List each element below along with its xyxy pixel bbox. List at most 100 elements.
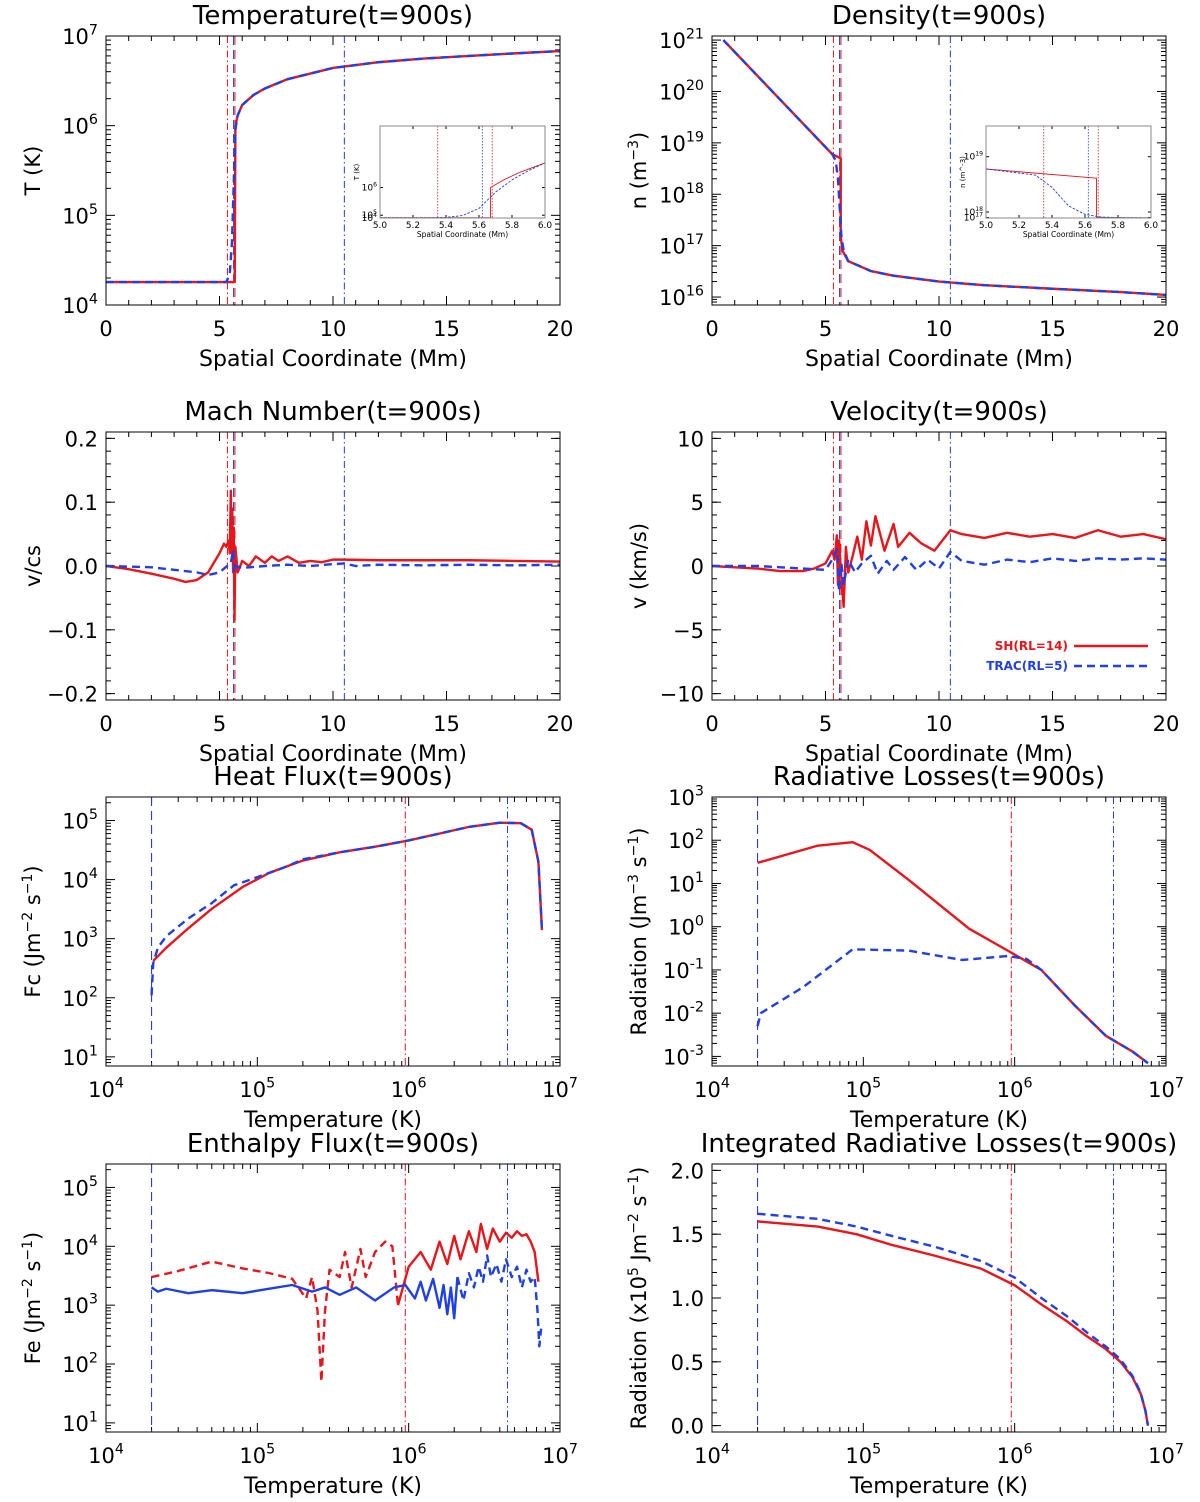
y-tick-label: −5 [673, 619, 704, 643]
plot-frame [379, 125, 546, 219]
x-tick-label: 15 [433, 712, 460, 736]
y-tick-label: 101 [62, 1409, 98, 1435]
y-tick-label: 106 [62, 112, 98, 138]
x-tick-label: 10 [926, 317, 953, 341]
y-tick-label: 101 [668, 870, 704, 896]
series-line-1 [712, 548, 1166, 593]
y-axis-label: n (m^-3) [959, 156, 967, 188]
y-tick-label: 1018 [964, 206, 983, 218]
series-line-1 [380, 162, 545, 218]
y-tick-label: 1018 [659, 181, 704, 207]
y-tick-label: 105 [62, 202, 98, 228]
y-tick-label: 0.5 [671, 1351, 704, 1375]
x-tick-label: 15 [1039, 712, 1066, 736]
chart-title: Heat Flux(t=900s) [213, 762, 452, 792]
x-tick-label: 105 [845, 1076, 881, 1102]
x-axis-label: Temperature (K) [849, 1108, 1028, 1133]
y-tick-label: 105 [62, 807, 98, 833]
legend-label-0: SH(RL=14) [995, 639, 1068, 653]
y-tick-label: 103 [62, 925, 98, 951]
y-tick-label: 1021 [659, 27, 704, 53]
x-tick-label: 104 [88, 1442, 124, 1468]
y-axis-label: Radiation (x105 Jm−2 s−1) [626, 1167, 651, 1430]
x-tick-label: 20 [1153, 317, 1180, 341]
chart-title: Radiative Losses(t=900s) [773, 762, 1105, 792]
x-tick-label: 20 [547, 317, 574, 341]
y-tick-label: −10 [660, 683, 704, 707]
y-tick-label: 1017 [964, 211, 983, 223]
series-line-1 [396, 1222, 540, 1306]
x-tick-label: 5.0 [979, 221, 994, 231]
series-group [757, 1212, 1150, 1426]
y-tick-label: 0.0 [65, 555, 98, 579]
y-tick-label: 103 [668, 784, 704, 810]
y-tick-label: 0.0 [671, 1415, 704, 1439]
series-line-0 [712, 515, 1166, 609]
x-axis-label: Spatial Coordinate (Mm) [805, 347, 1073, 372]
x-tick-label: 10 [320, 712, 347, 736]
x-axis-label: Temperature (K) [849, 1474, 1028, 1499]
y-tick-label: 1017 [659, 232, 704, 258]
x-tick-label: 20 [1153, 712, 1180, 736]
y-tick-label: 101 [62, 1043, 98, 1069]
y-tick-label: 0.2 [65, 427, 98, 451]
legend: SH(RL=14) TRAC(RL=5) [986, 639, 1148, 673]
chart-title: Velocity(t=900s) [830, 397, 1047, 427]
panel-enthalpy: 104 105 106 107 101 102 103 104 105 Enthalpy Flux… [20, 1129, 578, 1499]
y-tick-label: 105 [62, 1174, 98, 1200]
x-tick-label: 104 [694, 1076, 730, 1102]
y-tick-label: 0.1 [65, 491, 98, 515]
y-tick-label: 0 [691, 555, 704, 579]
x-tick-label: 107 [1148, 1076, 1184, 1102]
y-axis-label: Radiation (Jm−3 s−1) [626, 828, 651, 1036]
x-tick-label: 105 [239, 1076, 275, 1102]
reference-lines [151, 797, 509, 1066]
legend-label-1: TRAC(RL=5) [986, 659, 1068, 673]
x-tick-label: 5 [819, 712, 832, 736]
x-tick-label: 5.8 [505, 221, 520, 231]
y-tick-label: 2.0 [671, 1159, 704, 1183]
plot-frame [105, 431, 561, 701]
x-tick-label: 106 [391, 1442, 427, 1468]
x-tick-label: 5.4 [439, 221, 454, 231]
x-tick-label: 0 [99, 317, 112, 341]
plot-frame [105, 796, 561, 1067]
x-axis-label: Spatial Coordinate (Mm) [1023, 230, 1114, 239]
x-tick-label: 106 [997, 1442, 1033, 1468]
x-tick-label: 6.0 [1144, 221, 1159, 231]
plot-frame [711, 796, 1167, 1067]
series-line-1 [106, 49, 560, 284]
reference-lines [437, 126, 493, 218]
y-tick-label: 1019 [964, 151, 983, 163]
y-tick-label: 104 [62, 292, 98, 318]
x-tick-label: 5.8 [1111, 221, 1126, 231]
x-tick-label: 5.0 [373, 221, 388, 231]
reference-lines [757, 797, 1115, 1066]
x-tick-label: 10 [926, 712, 953, 736]
x-tick-label: 5.6 [472, 221, 487, 231]
y-tick-label: 5 [691, 491, 704, 515]
series-line-1 [722, 39, 1166, 297]
x-axis-label: Spatial Coordinate (Mm) [417, 230, 508, 239]
reference-lines [151, 1164, 509, 1432]
series-line-1 [150, 821, 544, 996]
plot-frame [711, 1163, 1167, 1433]
y-tick-label: 100 [668, 913, 704, 939]
y-tick-label: 104 [62, 1233, 98, 1259]
x-tick-label: 107 [542, 1076, 578, 1102]
y-tick-label: 104 [362, 212, 377, 224]
x-tick-label: 6.0 [538, 221, 553, 231]
x-tick-label: 5 [213, 317, 226, 341]
series-line-0 [152, 821, 544, 962]
y-axis-label: T (K) [353, 163, 361, 181]
y-tick-label: 106 [362, 181, 377, 193]
y-tick-label: 10-3 [663, 1043, 704, 1069]
x-tick-label: 105 [239, 1442, 275, 1468]
x-tick-label: 5.6 [1078, 221, 1093, 231]
x-tick-label: 15 [1039, 317, 1066, 341]
series-line-1 [756, 948, 1149, 1065]
